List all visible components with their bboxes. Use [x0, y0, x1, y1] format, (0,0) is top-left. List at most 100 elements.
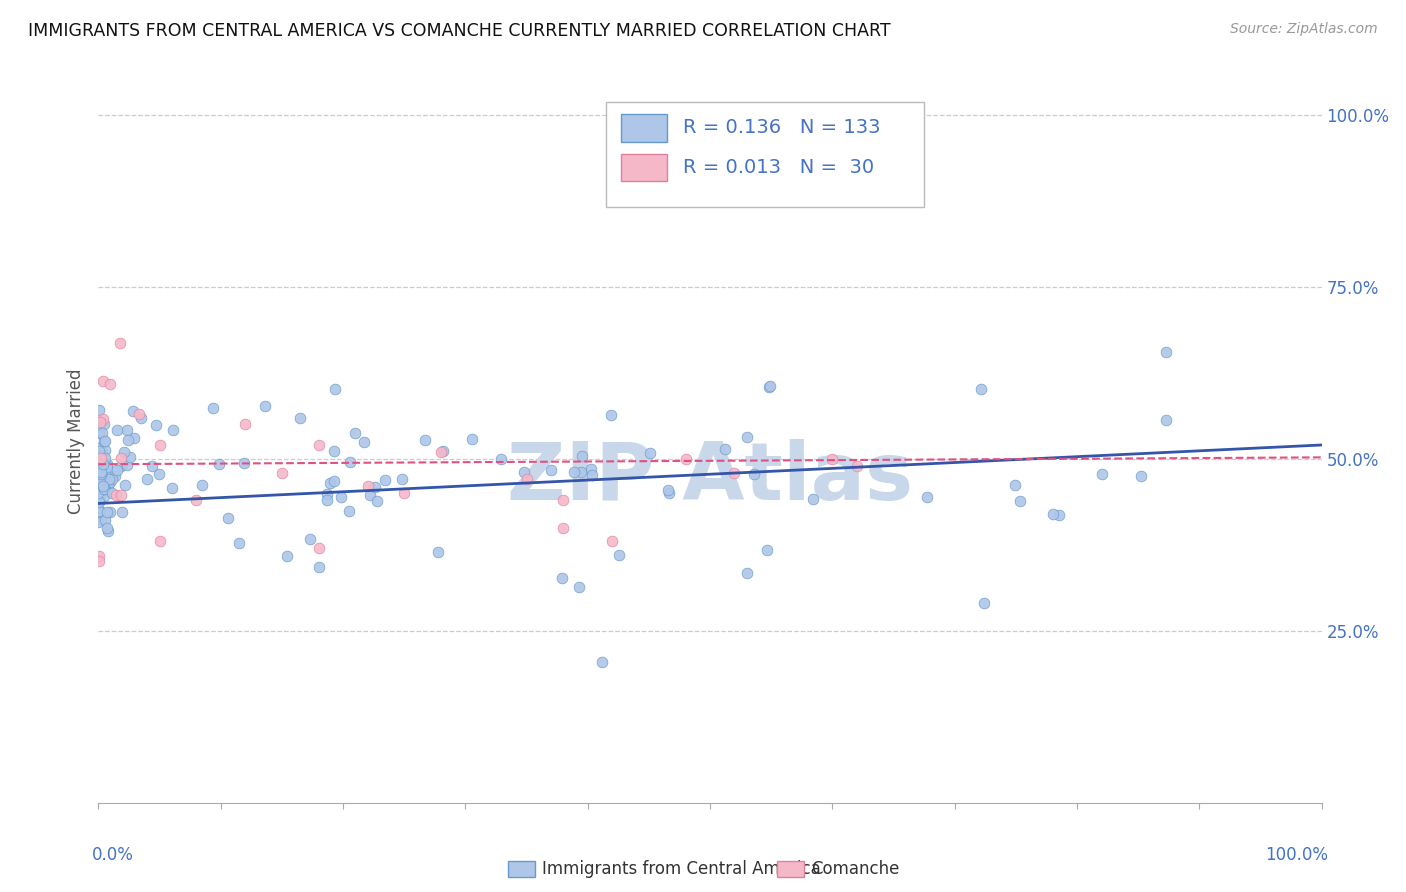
Point	[742, 467, 765, 481]
Point	[427, 544, 450, 558]
Point	[821, 451, 844, 466]
Point	[89, 486, 111, 500]
Point	[359, 488, 381, 502]
Point	[415, 433, 437, 447]
Point	[160, 481, 183, 495]
Point	[330, 490, 353, 504]
Point	[607, 548, 630, 562]
Point	[87, 482, 110, 496]
Point	[515, 472, 537, 486]
Point	[96, 457, 118, 471]
Point	[89, 466, 111, 480]
Point	[432, 443, 454, 458]
Text: 0.0%: 0.0%	[93, 847, 134, 864]
Point	[233, 417, 256, 432]
Point	[93, 417, 115, 432]
Point	[232, 456, 254, 470]
Point	[208, 457, 231, 471]
Point	[270, 466, 294, 480]
Y-axis label: Currently Married: Currently Married	[66, 368, 84, 515]
Point	[973, 596, 995, 610]
Point	[89, 549, 111, 563]
Point	[94, 513, 117, 527]
Point	[97, 524, 120, 538]
Point	[553, 520, 575, 534]
Point	[100, 376, 122, 391]
Point	[1129, 469, 1152, 483]
Point	[89, 469, 111, 483]
Text: Immigrants from Central America: Immigrants from Central America	[543, 860, 821, 878]
Point	[94, 451, 117, 466]
Point	[917, 490, 939, 504]
Point	[148, 467, 170, 481]
Point	[1004, 478, 1026, 492]
Point	[96, 505, 118, 519]
Point	[93, 483, 115, 497]
Point	[970, 382, 993, 396]
Point	[87, 554, 110, 568]
Point	[89, 504, 111, 518]
Point	[551, 571, 574, 585]
Point	[136, 472, 159, 486]
Point	[569, 466, 592, 480]
Point	[658, 485, 681, 500]
Point	[513, 465, 536, 479]
Point	[98, 475, 121, 490]
Point	[90, 478, 112, 492]
Point	[191, 478, 214, 492]
Text: Source: ZipAtlas.com: Source: ZipAtlas.com	[1230, 22, 1378, 37]
Point	[90, 513, 112, 527]
Point	[392, 486, 416, 500]
Point	[105, 463, 128, 477]
Point	[90, 450, 112, 465]
Point	[254, 399, 277, 413]
Text: Comanche: Comanche	[811, 860, 900, 878]
Point	[228, 535, 250, 549]
Point	[344, 426, 367, 441]
Point	[110, 450, 132, 465]
Point	[87, 515, 110, 529]
Point	[108, 336, 131, 351]
Point	[94, 442, 117, 457]
Point	[87, 504, 110, 518]
FancyBboxPatch shape	[508, 862, 536, 877]
Point	[491, 451, 513, 466]
Point	[90, 426, 112, 441]
Point	[364, 480, 387, 494]
Point	[149, 534, 172, 549]
Point	[118, 450, 141, 464]
Point	[186, 493, 208, 508]
Text: R = 0.013   N =  30: R = 0.013 N = 30	[683, 158, 875, 178]
FancyBboxPatch shape	[606, 102, 924, 207]
Point	[87, 494, 110, 508]
Point	[129, 410, 152, 425]
FancyBboxPatch shape	[778, 862, 804, 877]
Point	[90, 440, 112, 454]
Point	[104, 488, 127, 502]
Point	[121, 404, 143, 418]
FancyBboxPatch shape	[620, 154, 668, 181]
Point	[755, 543, 778, 558]
Point	[98, 505, 121, 519]
Point	[337, 504, 360, 518]
Point	[1091, 467, 1114, 482]
Point	[97, 478, 120, 492]
Point	[100, 472, 122, 486]
Point	[1042, 507, 1064, 521]
Point	[89, 415, 111, 429]
Text: ZIP Atlas: ZIP Atlas	[508, 439, 912, 516]
Point	[323, 474, 346, 488]
Point	[91, 412, 114, 426]
Point	[91, 457, 114, 471]
Point	[638, 445, 661, 459]
Point	[461, 432, 484, 446]
Point	[122, 431, 145, 445]
Point	[553, 493, 575, 508]
Point	[288, 411, 311, 425]
Point	[1154, 413, 1177, 427]
Point	[93, 434, 115, 448]
Point	[735, 429, 758, 443]
Text: 100.0%: 100.0%	[1265, 847, 1327, 864]
Point	[112, 444, 135, 458]
Point	[600, 534, 623, 549]
